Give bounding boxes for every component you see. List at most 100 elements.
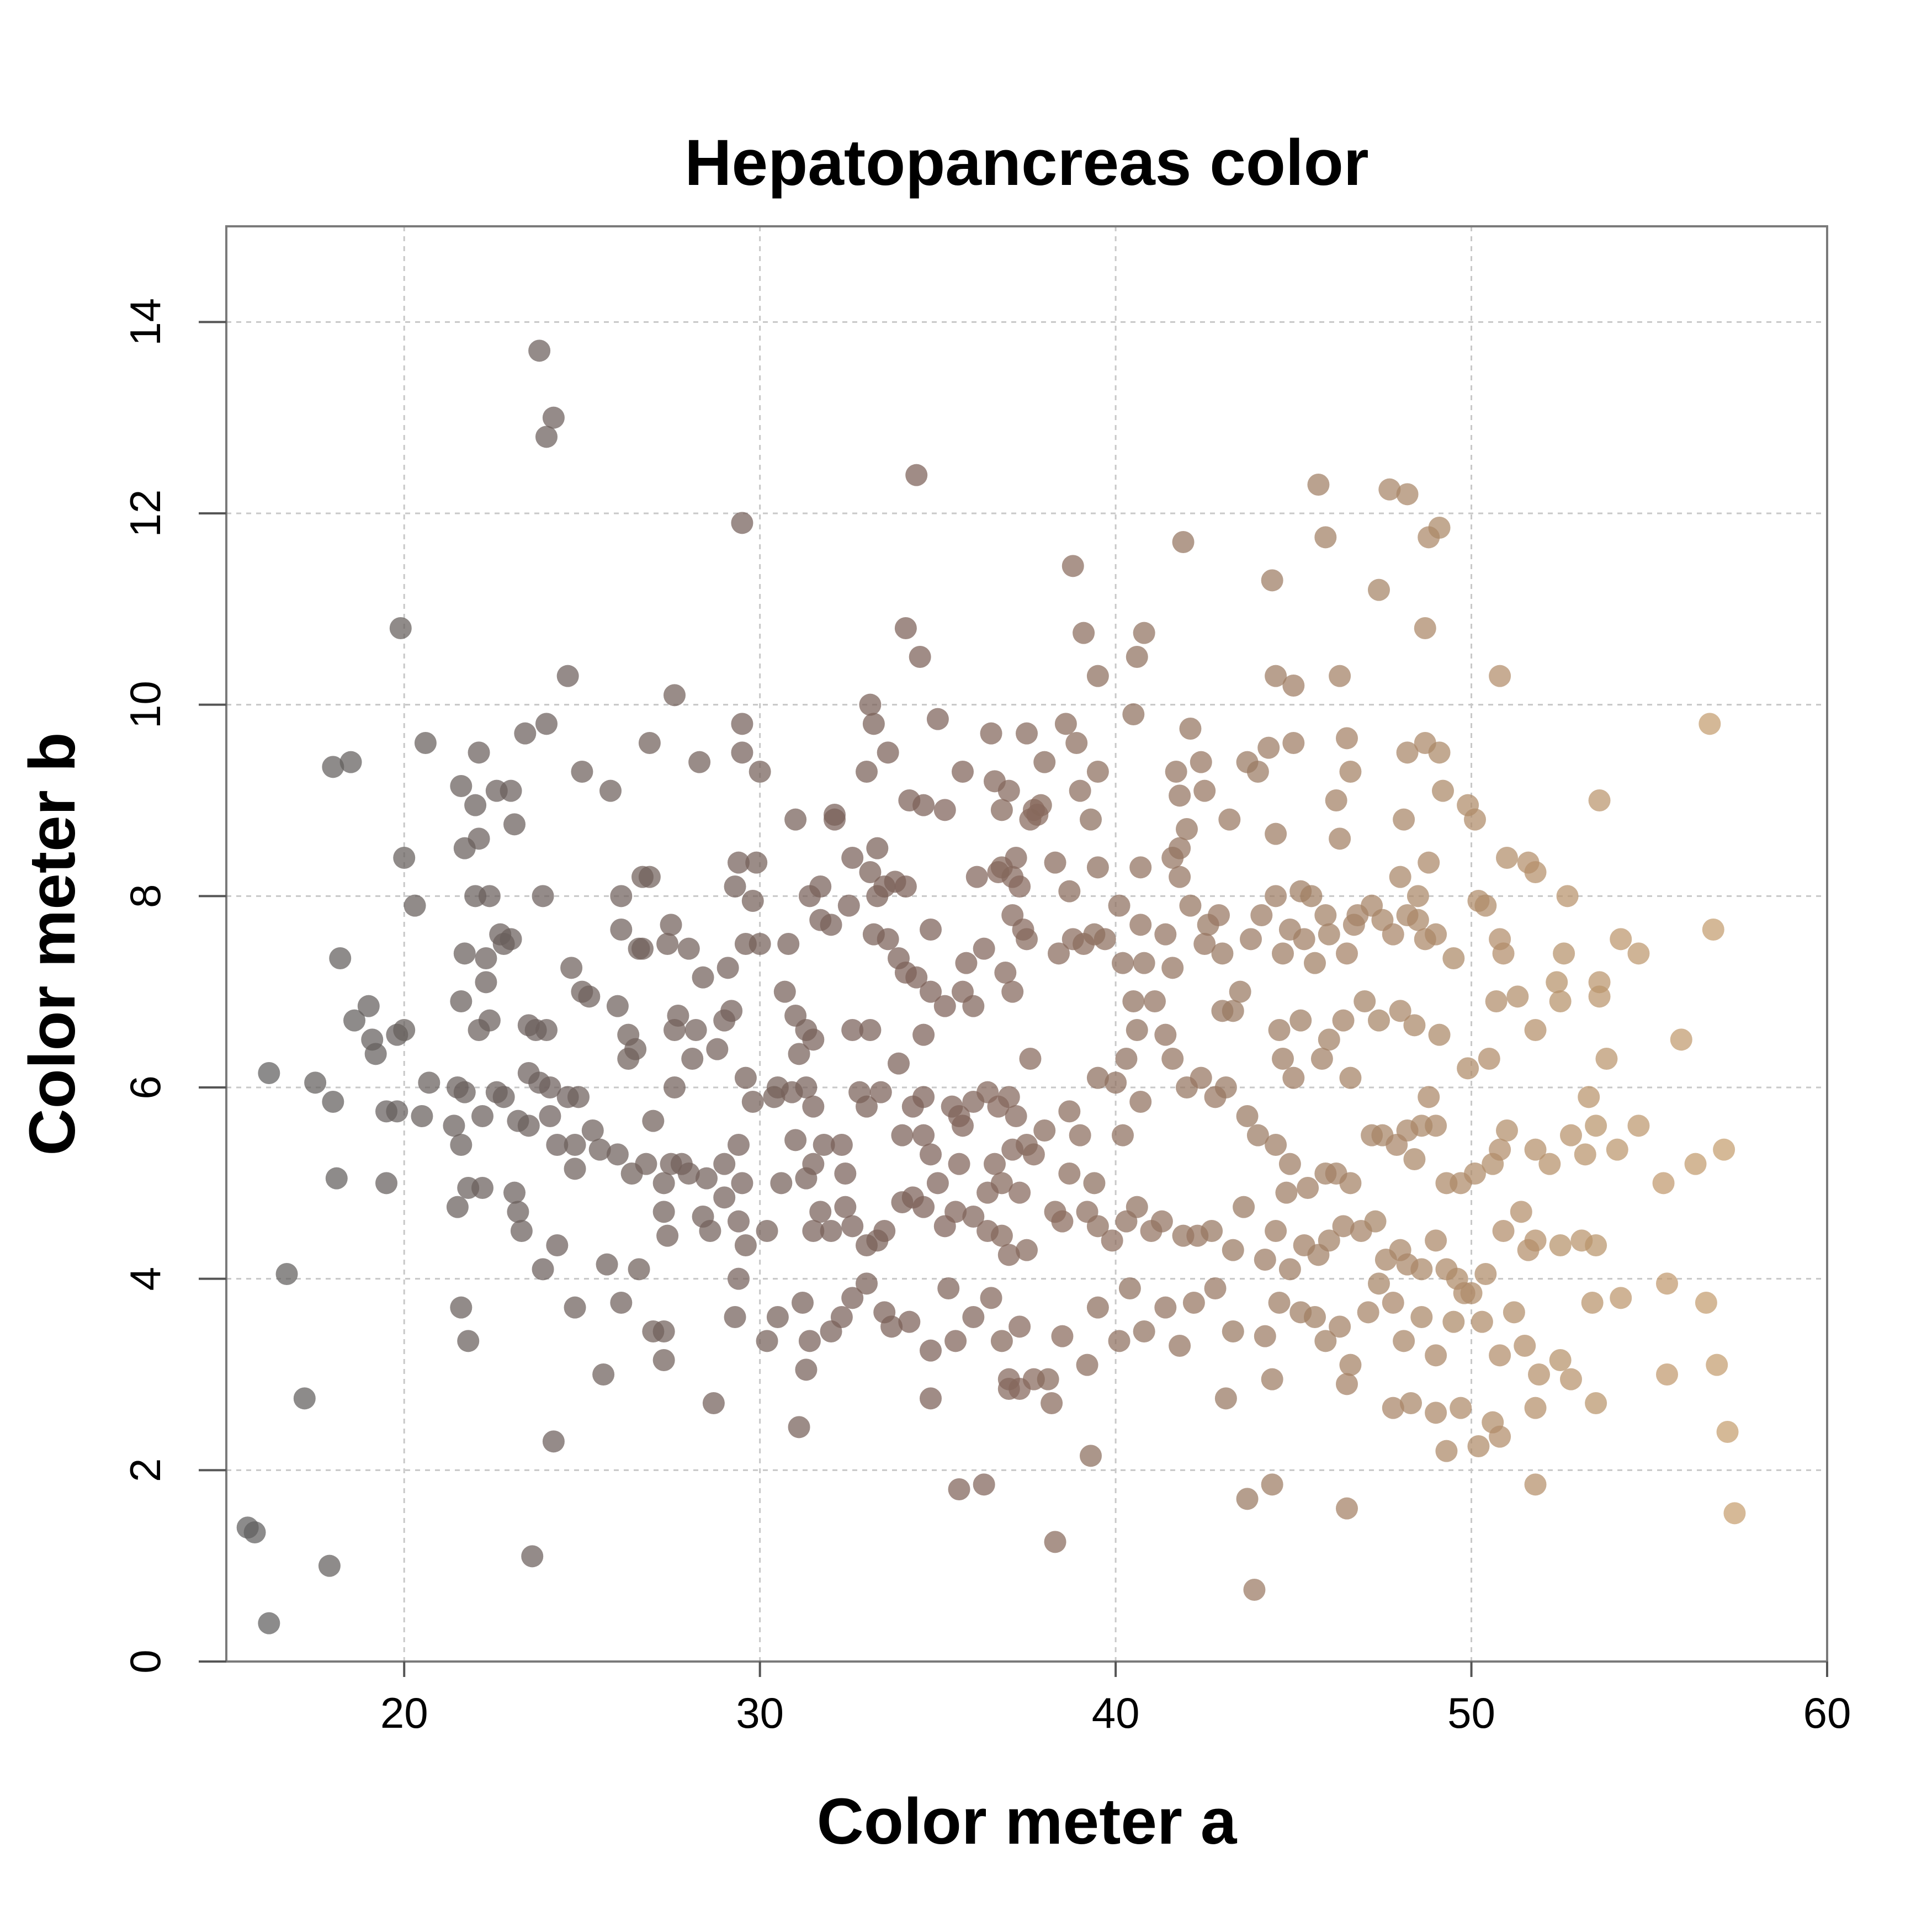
data-point: [1474, 894, 1497, 917]
data-point: [1318, 923, 1340, 946]
data-point: [802, 1095, 825, 1118]
data-point: [1218, 808, 1241, 831]
data-point: [1457, 1057, 1479, 1080]
data-point: [1179, 894, 1202, 917]
data-point: [1293, 928, 1315, 951]
data-point: [1425, 923, 1447, 946]
data-point: [795, 1167, 818, 1190]
data-point: [1506, 985, 1529, 1008]
data-point: [1282, 675, 1305, 697]
data-point: [1332, 1009, 1355, 1032]
data-point: [1069, 1124, 1091, 1147]
data-point: [606, 1143, 629, 1166]
data-point: [1204, 1277, 1227, 1299]
data-point: [542, 406, 565, 429]
data-point: [414, 732, 437, 754]
data-point: [798, 885, 821, 907]
data-point: [1086, 761, 1109, 783]
data-point: [802, 1220, 825, 1242]
data-point: [1492, 1220, 1515, 1242]
data-point: [1190, 1066, 1212, 1089]
data-point: [873, 1220, 896, 1242]
data-point: [859, 861, 882, 883]
data-point: [471, 1177, 493, 1199]
data-point: [364, 1043, 387, 1065]
data-point: [1442, 1310, 1465, 1333]
data-point: [1357, 1301, 1379, 1324]
data-point: [1122, 990, 1145, 1012]
data-point: [1450, 1397, 1472, 1419]
data-point: [664, 1019, 686, 1041]
data-point: [1080, 1445, 1102, 1467]
y-axis: 0 2 4 6 8 10 12 14: [121, 298, 226, 1674]
data-point: [1364, 1210, 1387, 1233]
data-point: [588, 1138, 611, 1161]
y-tick-label: 4: [121, 1267, 169, 1291]
data-point: [418, 1071, 440, 1094]
data-point: [706, 1038, 729, 1060]
data-point: [1033, 1119, 1056, 1142]
data-point: [1193, 933, 1216, 955]
data-point: [788, 1416, 810, 1439]
data-point: [652, 1172, 675, 1195]
data-point: [1278, 1258, 1301, 1281]
data-point: [877, 741, 899, 764]
data-point: [770, 1172, 793, 1195]
data-point: [1706, 1354, 1728, 1376]
data-point: [713, 1186, 736, 1209]
data-point: [731, 713, 753, 735]
data-point: [912, 1086, 935, 1108]
data-point: [1009, 1315, 1031, 1338]
data-point: [1193, 779, 1216, 802]
data-point: [1044, 1531, 1066, 1553]
data-point: [1129, 1091, 1152, 1113]
data-point: [912, 794, 935, 816]
data-point: [635, 1153, 657, 1175]
data-point: [1154, 1296, 1177, 1319]
data-point: [1610, 1287, 1632, 1309]
data-point: [1182, 1292, 1205, 1314]
data-point: [628, 1258, 650, 1281]
data-point: [756, 1220, 778, 1242]
data-point: [1169, 784, 1191, 807]
data-point: [1354, 990, 1376, 1012]
data-point: [1585, 1392, 1607, 1414]
data-point: [1723, 1502, 1746, 1525]
data-point: [1261, 1368, 1283, 1390]
data-point: [375, 1172, 397, 1195]
data-point: [1410, 1258, 1433, 1281]
data-points: [236, 339, 1746, 1634]
data-point: [1211, 942, 1234, 965]
data-point: [1272, 942, 1294, 965]
data-point: [1005, 1105, 1027, 1127]
data-point: [1336, 1373, 1358, 1395]
data-point: [728, 1134, 750, 1156]
data-point: [1336, 727, 1358, 750]
data-point: [734, 1234, 757, 1256]
data-point: [386, 1100, 408, 1123]
data-point: [973, 1473, 995, 1496]
data-point: [1393, 808, 1415, 831]
x-tick-label: 50: [1447, 1689, 1495, 1737]
data-point: [1307, 474, 1330, 496]
data-point: [610, 919, 633, 941]
data-point: [1695, 1292, 1717, 1314]
data-point: [731, 741, 753, 764]
data-point: [1310, 1048, 1333, 1070]
data-point: [792, 1292, 814, 1314]
data-point: [1080, 808, 1102, 831]
data-point: [478, 885, 501, 907]
data-point: [809, 1201, 832, 1223]
data-point: [1329, 665, 1351, 687]
data-point: [894, 617, 917, 639]
data-point: [1585, 1114, 1607, 1137]
data-point: [1368, 1009, 1390, 1032]
data-point: [862, 713, 885, 735]
data-point: [453, 1081, 476, 1103]
data-point: [859, 1019, 882, 1041]
data-point: [1154, 923, 1177, 946]
data-point: [1406, 909, 1429, 931]
data-point: [1453, 1282, 1475, 1304]
data-point: [1684, 1153, 1707, 1175]
data-point: [728, 1210, 750, 1233]
